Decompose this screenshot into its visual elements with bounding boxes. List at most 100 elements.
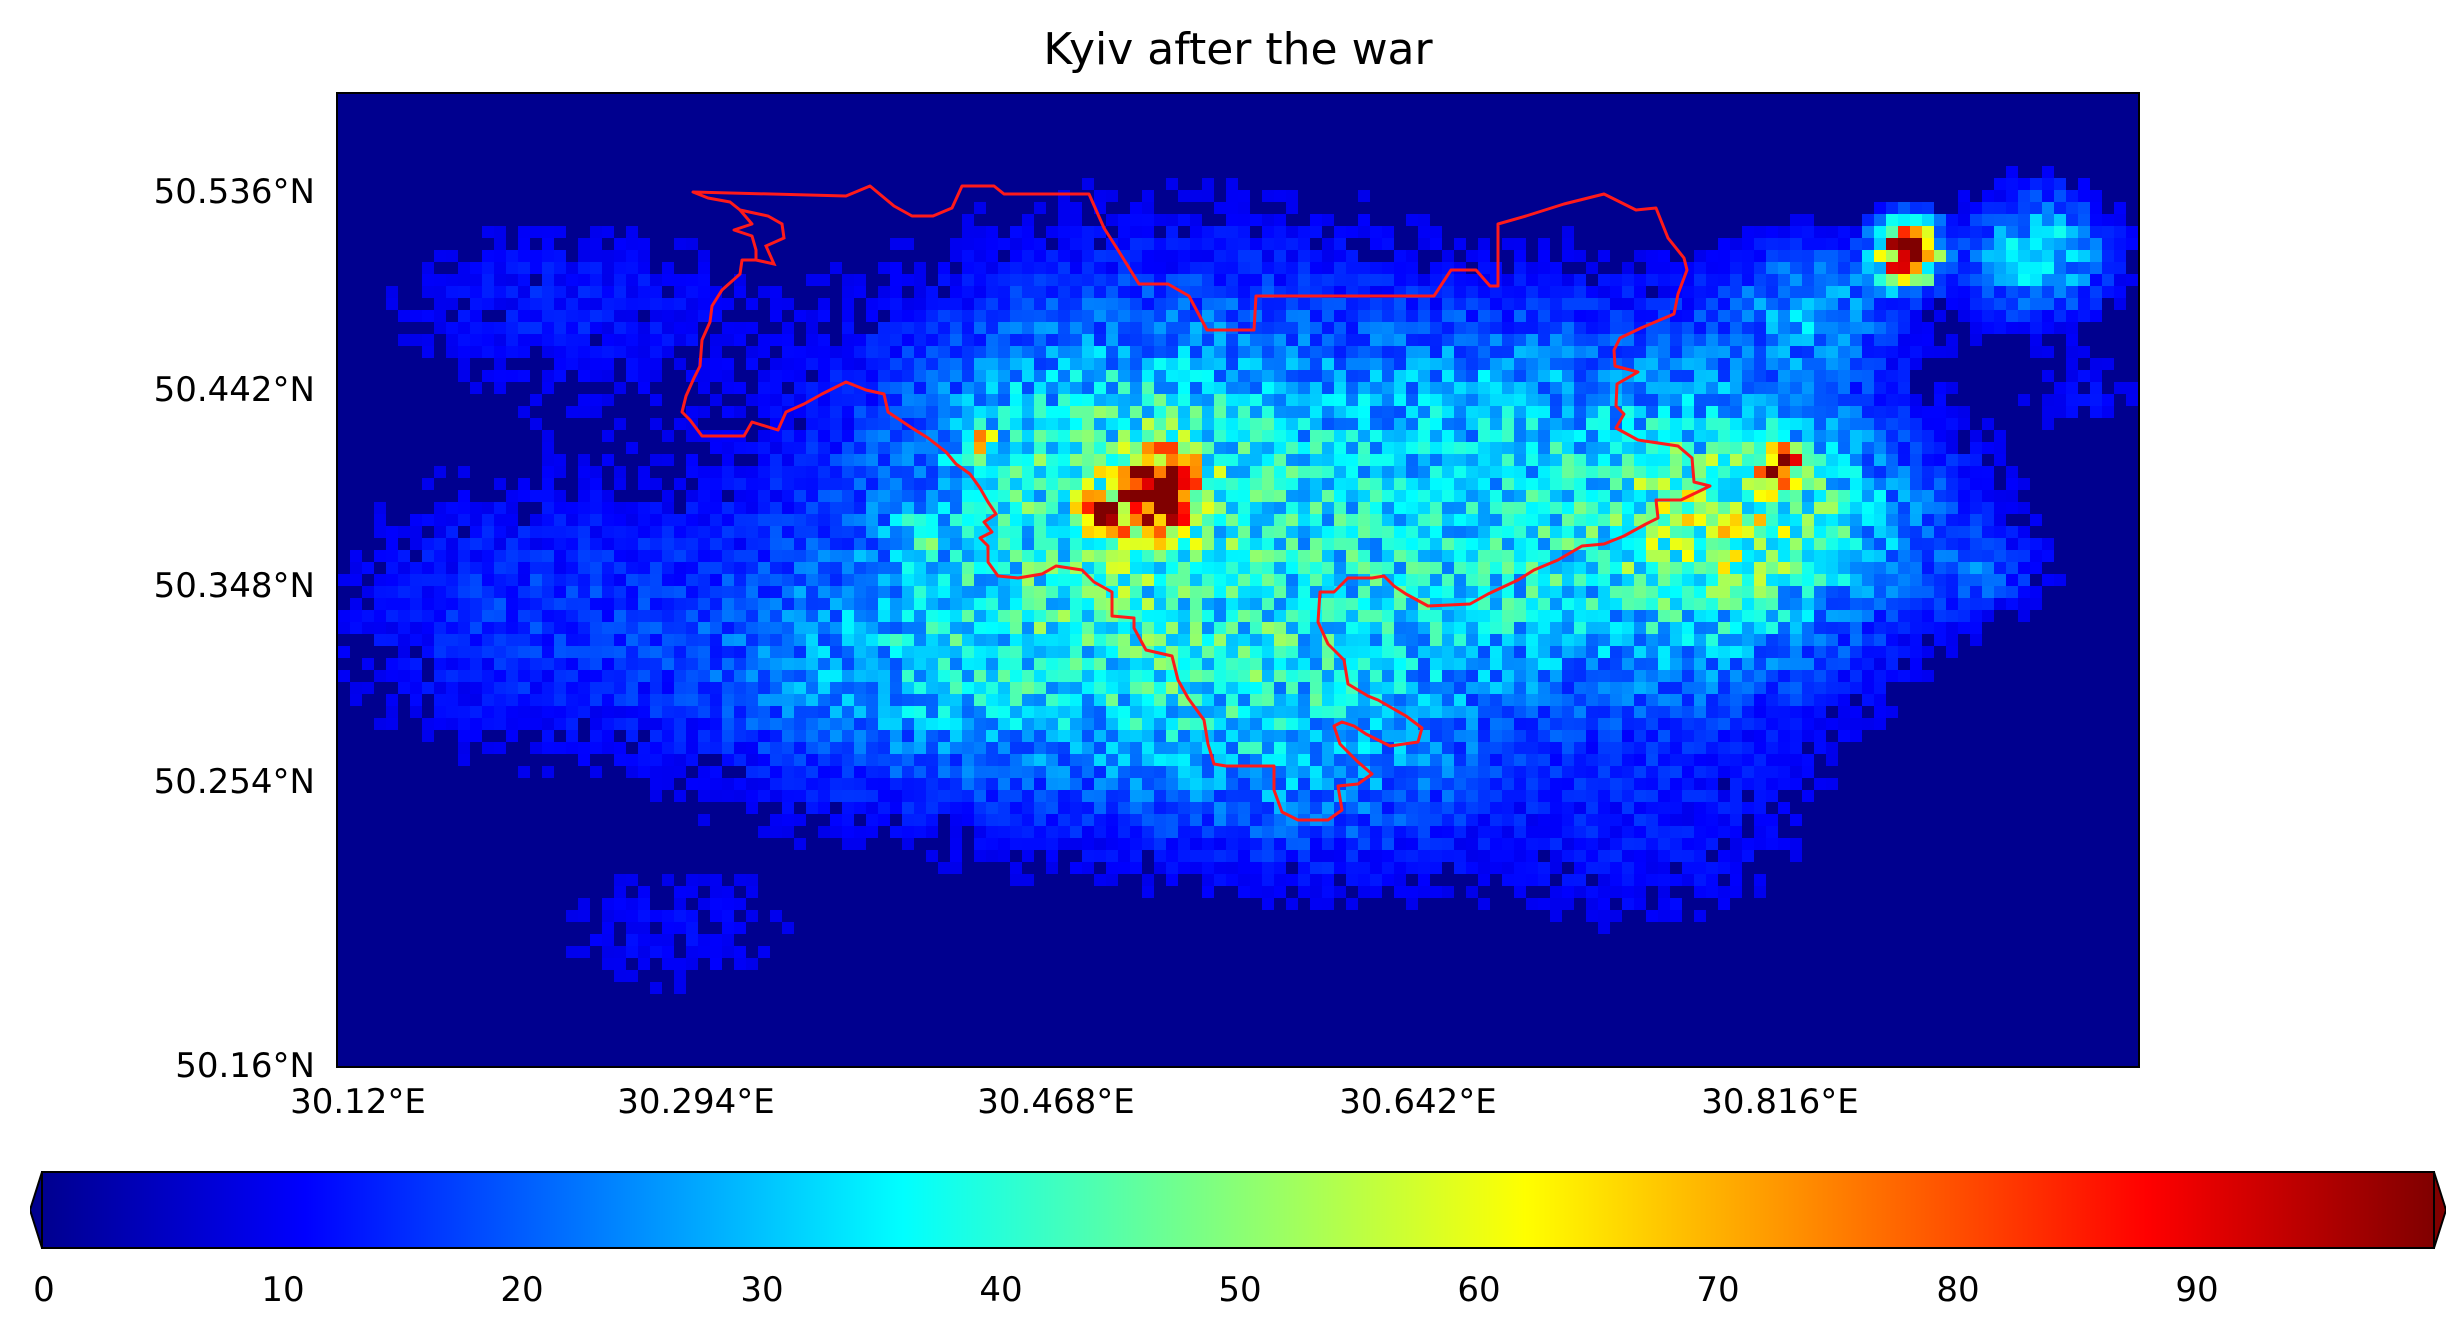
heat-cell: [1370, 238, 1382, 250]
heat-cell: [1418, 382, 1430, 394]
heat-cell: [1322, 334, 1334, 346]
heat-cell: [2054, 190, 2066, 202]
heat-cell: [1418, 310, 1430, 322]
heat-cell: [1598, 334, 1610, 346]
heat-cell: [770, 334, 782, 346]
heat-cell: [1394, 334, 1406, 346]
heat-cell: [2030, 346, 2042, 358]
heat-cell: [1130, 322, 1142, 334]
heat-cell: [1106, 382, 1118, 394]
heat-cell: [1490, 298, 1502, 310]
heat-cell: [530, 310, 542, 322]
heat-cell: [1478, 382, 1490, 394]
heat-cell: [1826, 322, 1838, 334]
heat-cell: [722, 322, 734, 334]
heat-cell: [1946, 274, 1958, 286]
heat-cell: [1490, 310, 1502, 322]
heat-cell: [1658, 370, 1670, 382]
heat-cell: [914, 358, 926, 370]
heat-cell: [554, 346, 566, 358]
heat-cell: [1646, 250, 1658, 262]
heat-cell: [518, 298, 530, 310]
heat-cell: [1130, 214, 1142, 226]
heat-cell: [1466, 310, 1478, 322]
heat-cell: [1094, 322, 1106, 334]
heat-cell: [998, 394, 1010, 406]
heat-cell: [1862, 214, 1874, 226]
heat-cell: [1958, 298, 1970, 310]
heat-cell: [974, 310, 986, 322]
heat-cell: [1010, 286, 1022, 298]
heat-cell: [2078, 346, 2090, 358]
heat-cell: [1382, 334, 1394, 346]
heat-cell: [938, 394, 950, 406]
heat-cell: [1034, 250, 1046, 262]
heat-cell: [1682, 310, 1694, 322]
heat-cell: [1538, 322, 1550, 334]
heat-cell: [590, 346, 602, 358]
heat-cell: [1166, 334, 1178, 346]
heat-cell: [1154, 214, 1166, 226]
heat-cell: [2090, 190, 2102, 202]
heat-cell: [890, 322, 902, 334]
heat-cell: [818, 358, 830, 370]
heat-cell: [662, 274, 674, 286]
heat-cell: [1994, 202, 2006, 214]
heat-cell: [1226, 286, 1238, 298]
heat-cell: [1730, 322, 1742, 334]
heat-cell: [686, 298, 698, 310]
heat-cell: [1766, 322, 1778, 334]
heat-cell: [1406, 334, 1418, 346]
heat-cell: [1178, 394, 1190, 406]
heat-cell: [2030, 238, 2042, 250]
heat-cell: [1298, 250, 1310, 262]
heat-cell: [758, 394, 770, 406]
heat-cell: [1586, 262, 1598, 274]
heat-cell: [2090, 226, 2102, 238]
heat-cell: [1790, 226, 1802, 238]
heat-cell: [1250, 262, 1262, 274]
heat-cell: [1682, 298, 1694, 310]
heat-cell: [1046, 346, 1058, 358]
heat-cell: [1610, 274, 1622, 286]
heat-cell: [1802, 370, 1814, 382]
heat-cell: [1346, 334, 1358, 346]
heat-cell: [1706, 250, 1718, 262]
heat-cell: [2114, 262, 2126, 274]
heat-cell: [2030, 178, 2042, 190]
heat-cell: [2006, 250, 2018, 262]
heat-cell: [506, 310, 518, 322]
heat-cell: [1478, 358, 1490, 370]
heat-cell: [1562, 322, 1574, 334]
heat-cell: [1778, 358, 1790, 370]
heat-cell: [1106, 262, 1118, 274]
heat-cell: [1286, 382, 1298, 394]
heat-cell: [1082, 262, 1094, 274]
heat-cell: [2126, 274, 2138, 286]
heat-cell: [1094, 358, 1106, 370]
map-panel[interactable]: [336, 92, 2140, 1068]
heat-cell: [1922, 250, 1934, 262]
heat-cell: [698, 250, 710, 262]
heat-cell: [1898, 298, 1910, 310]
heat-cell: [626, 226, 638, 238]
heat-cell: [1130, 298, 1142, 310]
heat-cell: [1514, 274, 1526, 286]
heat-cell: [2042, 274, 2054, 286]
heat-cell: [698, 286, 710, 298]
heat-cell: [782, 370, 794, 382]
heat-cell: [770, 382, 782, 394]
heat-cell: [830, 346, 842, 358]
heat-cell: [1526, 346, 1538, 358]
heat-cell: [386, 286, 398, 298]
heat-cell: [1934, 238, 1946, 250]
heat-cell: [434, 322, 446, 334]
heat-cell: [818, 310, 830, 322]
heat-cell: [1070, 214, 1082, 226]
heat-cell: [1622, 382, 1634, 394]
heat-cell: [1094, 262, 1106, 274]
heat-cell: [746, 346, 758, 358]
heat-cell: [926, 310, 938, 322]
heat-cell: [686, 322, 698, 334]
heat-cell: [1250, 238, 1262, 250]
